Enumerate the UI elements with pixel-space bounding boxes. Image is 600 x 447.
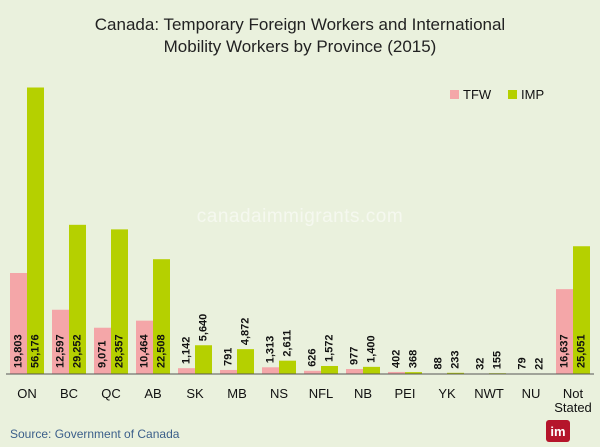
x-tick-nu: NU — [522, 386, 541, 401]
watermark: canadaimmigrants.com — [197, 206, 403, 227]
bar-tfw-ns — [262, 367, 279, 374]
data-label-imp-ab: 22,508 — [155, 334, 167, 368]
bar-imp-on — [27, 87, 44, 374]
bar-tfw-pei — [388, 371, 405, 374]
data-label-tfw-bc: 12,597 — [54, 334, 66, 368]
data-label-tfw-not-stated: 16,637 — [558, 334, 570, 368]
data-label-tfw-nu: 79 — [516, 357, 528, 369]
bar-imp-ns — [279, 360, 296, 374]
data-label-imp-nfl: 1,572 — [323, 334, 335, 362]
logo-text: im — [550, 424, 565, 439]
data-label-imp-mb: 4,872 — [239, 318, 251, 346]
data-label-tfw-sk: 1,142 — [180, 337, 192, 365]
x-tick-nfl: NFL — [309, 386, 334, 401]
x-tick-not-stated-0: Not — [563, 386, 584, 401]
data-label-imp-yk: 233 — [449, 350, 461, 368]
x-tick-pei: PEI — [395, 386, 416, 401]
data-label-imp-nu: 22 — [533, 358, 545, 370]
bar-tfw-sk — [178, 368, 195, 374]
data-label-imp-nwt: 155 — [491, 351, 503, 369]
bar-tfw-on — [10, 273, 27, 374]
data-label-imp-nb: 1,400 — [365, 335, 377, 363]
data-label-imp-ns: 2,611 — [281, 330, 293, 357]
data-label-imp-qc: 28,357 — [113, 334, 125, 368]
logo-badge — [546, 420, 570, 442]
x-tick-sk: SK — [186, 386, 204, 401]
x-tick-yk: YK — [438, 386, 456, 401]
legend: TFW IMP — [450, 87, 544, 102]
x-tick-ab: AB — [144, 386, 161, 401]
x-tick-mb: MB — [227, 386, 247, 401]
bar-imp-pei — [405, 372, 422, 374]
data-label-imp-pei: 368 — [407, 350, 419, 368]
data-label-imp-on: 56,176 — [29, 334, 41, 368]
legend-swatch-tfw — [450, 90, 459, 99]
bar-tfw-ab — [136, 320, 153, 374]
x-tick-nb: NB — [354, 386, 372, 401]
bar-tfw-not-stated — [556, 289, 573, 374]
bar-tfw-mb — [220, 369, 237, 374]
bar-tfw-nb — [346, 369, 363, 374]
bar-tfw-nfl — [304, 370, 321, 374]
bar-imp-nfl — [321, 365, 338, 374]
bar-imp-not-stated — [573, 246, 590, 374]
bar-imp-nb — [363, 366, 380, 374]
data-label-tfw-yk: 88 — [432, 357, 444, 369]
data-label-imp-bc: 29,252 — [71, 334, 83, 368]
data-label-tfw-nwt: 32 — [474, 358, 486, 370]
x-tick-ns: NS — [270, 386, 288, 401]
chart-title-line-2: Mobility Workers by Province (2015) — [164, 37, 437, 56]
legend-label-tfw: TFW — [463, 87, 492, 102]
source-note: Source: Government of Canada — [10, 427, 180, 441]
x-tick-nwt: NWT — [474, 386, 504, 401]
data-label-tfw-mb: 791 — [222, 348, 234, 366]
x-tick-on: ON — [17, 386, 37, 401]
bar-tfw-bc — [52, 309, 69, 374]
data-label-tfw-on: 19,803 — [12, 334, 24, 368]
bar-imp-qc — [111, 229, 128, 374]
legend-label-imp: IMP — [521, 87, 544, 102]
bar-imp-mb — [237, 349, 254, 374]
data-label-imp-not-stated: 25,051 — [575, 334, 587, 368]
chart-title-line-1: Canada: Temporary Foreign Workers and In… — [95, 15, 505, 34]
data-label-imp-sk: 5,640 — [197, 314, 209, 342]
bar-tfw-qc — [94, 327, 111, 374]
bar-imp-yk — [447, 372, 464, 374]
bars: 19,803 56,176 12,597 29,252 9,071 28,357 10,46… — [10, 87, 590, 375]
data-label-tfw-nb: 977 — [348, 347, 360, 365]
data-label-tfw-nfl: 626 — [306, 348, 318, 366]
x-tick-bc: BC — [60, 386, 78, 401]
data-label-tfw-ns: 1,313 — [264, 336, 276, 364]
data-label-tfw-ab: 10,464 — [138, 333, 150, 368]
x-tick-qc: QC — [101, 386, 121, 401]
bar-imp-bc — [69, 224, 86, 374]
x-tick-not-stated-1: Stated — [554, 400, 592, 415]
data-label-tfw-pei: 402 — [390, 350, 402, 368]
logo: im — [546, 420, 570, 442]
bar-imp-ab — [153, 259, 170, 374]
legend-swatch-imp — [508, 90, 517, 99]
bar-imp-sk — [195, 345, 212, 374]
data-label-tfw-qc: 9,071 — [96, 340, 108, 368]
